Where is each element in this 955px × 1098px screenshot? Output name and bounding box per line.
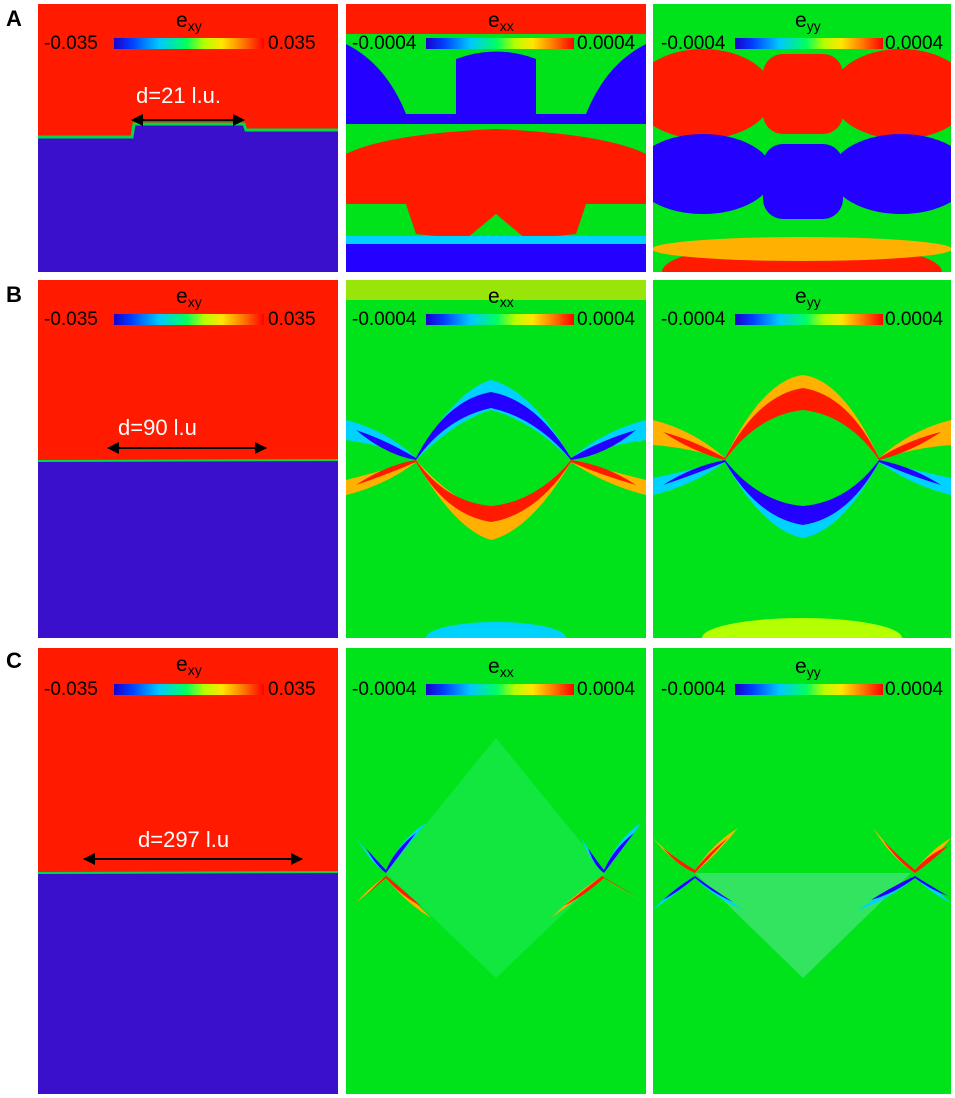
colorbar-max: 0.0004 (577, 679, 636, 700)
colorbar-gradient (114, 38, 264, 49)
eyy-map-b (653, 280, 951, 638)
colorbar-min: -0.035 (44, 309, 98, 330)
panel-a-exx: exx -0.0004 0.0004 (346, 4, 646, 272)
colorbar-gradient (735, 38, 883, 49)
panel-a-exy: exy -0.035 0.035 d=21 l.u. (38, 4, 338, 272)
exy-map-b (38, 280, 338, 638)
distance-label-a: d=21 l.u. (136, 83, 222, 108)
colorbar-max: 0.0004 (885, 33, 944, 54)
colorbar-b-exy: exy -0.035 0.035 (38, 280, 338, 340)
exx-map-c (346, 648, 646, 1094)
colorbar-title: exy (176, 285, 202, 311)
colorbar-gradient (426, 38, 574, 49)
row-label-a: A (6, 6, 22, 31)
colorbar-max: 0.0004 (885, 679, 944, 700)
colorbar-c-eyy: eyy -0.0004 0.0004 (653, 648, 951, 708)
colorbar-b-exx: exx -0.0004 0.0004 (346, 280, 646, 340)
colorbar-title: exy (176, 9, 202, 35)
colorbar-title: exx (488, 655, 514, 681)
colorbar-c-exx: exx -0.0004 0.0004 (346, 648, 646, 708)
exy-map-c (38, 648, 338, 1094)
colorbar-max: 0.035 (268, 33, 316, 54)
colorbar-title: eyy (795, 9, 821, 35)
eyy-map-c (653, 648, 951, 1094)
distance-label-c: d=297 l.u (138, 827, 230, 852)
panel-b-exy: exy -0.035 0.035 d=90 l.u (38, 280, 338, 638)
colorbar-min: -0.0004 (352, 679, 417, 700)
colorbar-gradient (735, 314, 883, 325)
colorbar-gradient (735, 684, 883, 695)
panel-b-exx: exx -0.0004 0.0004 (346, 280, 646, 638)
colorbar-c-exy: exy -0.035 0.035 (38, 648, 338, 708)
panel-a-eyy: eyy -0.0004 0.0004 (653, 4, 951, 272)
exx-map-b (346, 280, 646, 638)
colorbar-min: -0.0004 (661, 679, 726, 700)
colorbar-max: 0.0004 (577, 33, 636, 54)
colorbar-max: 0.035 (268, 679, 316, 700)
panel-b-eyy: eyy -0.0004 0.0004 (653, 280, 951, 638)
row-label-c: C (6, 648, 22, 673)
colorbar-max: 0.0004 (885, 309, 944, 330)
colorbar-title: exy (176, 653, 202, 679)
colorbar-title: exx (488, 9, 514, 35)
distance-arrow-b (107, 442, 267, 454)
colorbar-gradient (114, 314, 264, 325)
colorbar-max: 0.035 (268, 309, 316, 330)
colorbar-min: -0.035 (44, 33, 98, 54)
colorbar-min: -0.0004 (352, 33, 417, 54)
colorbar-gradient (426, 684, 574, 695)
colorbar-gradient (426, 314, 574, 325)
panel-c-exy: exy -0.035 0.035 d=297 l.u (38, 648, 338, 1094)
exx-map-a (346, 4, 646, 272)
distance-label-b: d=90 l.u (118, 415, 197, 440)
colorbar-a-eyy: eyy -0.0004 0.0004 (653, 4, 951, 64)
colorbar-title: eyy (795, 285, 821, 311)
colorbar-title: eyy (795, 655, 821, 681)
colorbar-b-eyy: eyy -0.0004 0.0004 (653, 280, 951, 340)
colorbar-max: 0.0004 (577, 309, 636, 330)
distance-arrow-c (83, 853, 303, 865)
colorbar-gradient (114, 684, 264, 695)
distance-arrow-a (131, 114, 245, 126)
colorbar-a-exx: exx -0.0004 0.0004 (346, 4, 646, 64)
panel-c-eyy: eyy -0.0004 0.0004 (653, 648, 951, 1094)
panel-c-exx: exx -0.0004 0.0004 (346, 648, 646, 1094)
colorbar-min: -0.0004 (661, 33, 726, 54)
colorbar-min: -0.0004 (352, 309, 417, 330)
colorbar-a-exy: exy -0.035 0.035 (38, 4, 338, 64)
row-label-b: B (6, 282, 22, 307)
colorbar-min: -0.035 (44, 679, 98, 700)
colorbar-title: exx (488, 285, 514, 311)
colorbar-min: -0.0004 (661, 309, 726, 330)
